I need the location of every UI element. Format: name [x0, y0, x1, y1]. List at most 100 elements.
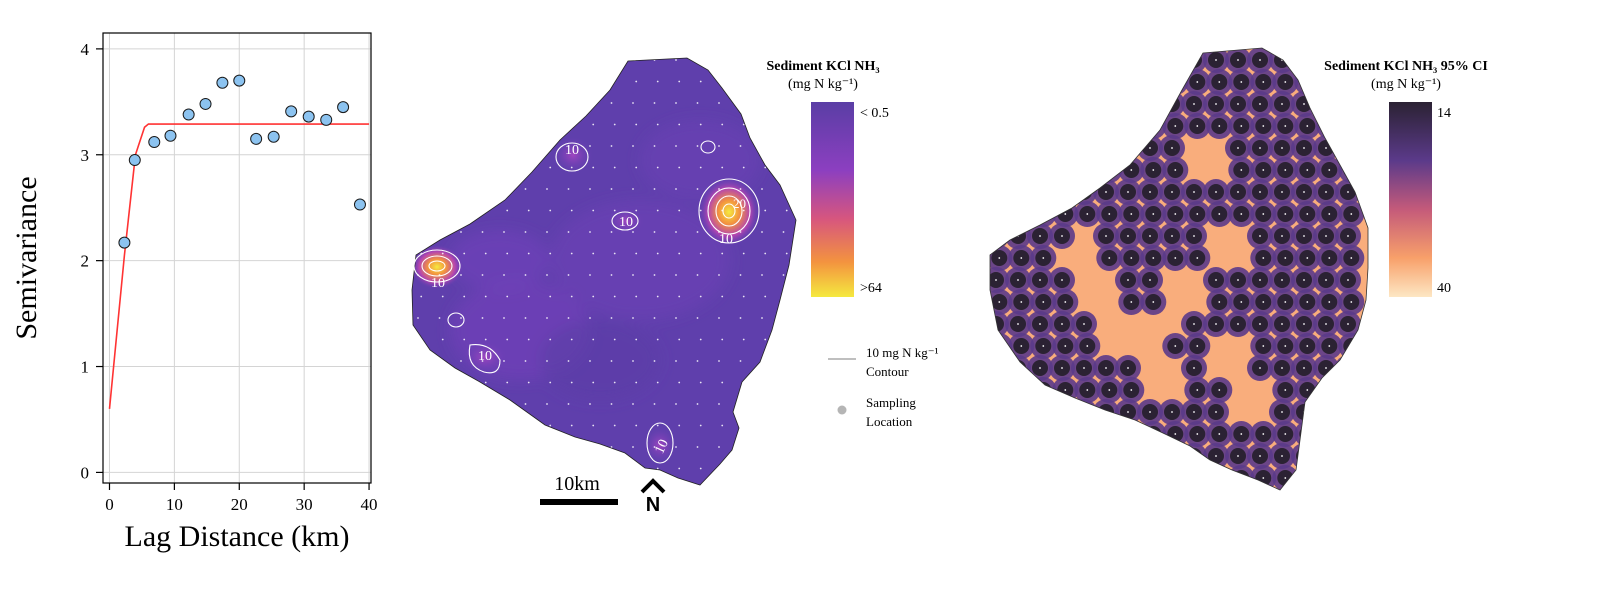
sampling-location: [1237, 103, 1239, 105]
sampling-location: [656, 295, 659, 298]
sampling-location: [739, 446, 742, 448]
sampling-location: [1127, 235, 1129, 237]
ci-low-uncertainty-core: [1321, 382, 1338, 398]
sampling-location: [1259, 103, 1261, 105]
ci-low-uncertainty-halo: [1049, 135, 1075, 161]
ci-low-uncertainty-halo: [1118, 113, 1145, 139]
sampling-location: [1127, 103, 1129, 105]
sampling-location: [1017, 59, 1019, 61]
ci-low-uncertainty-core: [1318, 404, 1334, 420]
sampling-location: [742, 252, 745, 255]
sampling-location: [613, 424, 616, 427]
variogram-fit-line: [108, 123, 370, 409]
ci-low-uncertainty-core: [1057, 426, 1074, 442]
sampling-location: [656, 166, 659, 169]
sampling-location: [1218, 477, 1221, 479]
ci-low-uncertainty-core: [1057, 118, 1074, 134]
semivariance-point: [216, 76, 229, 89]
sampling-location: [589, 274, 591, 276]
sampling-location: [721, 80, 724, 83]
sampling-location: [1152, 477, 1155, 479]
sampling-location: [1105, 367, 1107, 369]
estimate-contour-labels: 10 10 10 10 10 10 20: [431, 143, 746, 456]
sampling-location: [527, 338, 530, 341]
sampling-location: [1259, 235, 1261, 237]
sampling-location: [1284, 477, 1287, 479]
ci-low-uncertainty-halo: [1206, 465, 1233, 490]
ci-low-uncertainty-core: [1057, 162, 1074, 178]
sampling-location: [1281, 455, 1283, 457]
ci-low-uncertainty-core: [1032, 404, 1048, 420]
sampling-location: [1130, 81, 1133, 83]
ci-low-uncertainty-halo: [1049, 91, 1075, 117]
sampling-location: [460, 446, 462, 448]
sampling-location: [589, 360, 591, 362]
sampling-location: [1064, 213, 1067, 215]
sampling-location: [632, 403, 634, 405]
sampling-location: [1064, 125, 1067, 127]
ci-low-uncertainty-halo: [1162, 465, 1189, 490]
sampling-location: [1284, 213, 1287, 215]
sampling-location: [1039, 411, 1041, 413]
ci-uncertainty-blobs: [990, 48, 1365, 490]
semivariance-point: [148, 136, 161, 149]
ci-low-uncertainty-halo: [1074, 465, 1101, 490]
sampling-location: [1105, 455, 1107, 457]
ci-color-scale: [1389, 102, 1432, 297]
ci-low-uncertainty-halo: [990, 421, 1013, 447]
sampling-location: [463, 295, 466, 298]
sampling-location: [699, 424, 702, 427]
sampling-location: [1350, 433, 1353, 435]
contour-label: 10: [719, 232, 733, 247]
sampling-location: [782, 274, 785, 276]
ci-low-uncertainty-halo: [1140, 69, 1167, 95]
sampling-location: [1237, 147, 1239, 149]
sampling-location: [613, 295, 616, 298]
ci-low-uncertainty-halo: [990, 179, 1009, 205]
sampling-location: [995, 191, 997, 193]
sampling-location: [546, 188, 548, 190]
sampling-location: [675, 59, 677, 61]
ci-low-uncertainty-halo: [1115, 443, 1141, 469]
sampling-location: [656, 209, 659, 212]
sampling-location: [1171, 147, 1173, 149]
sampling-location: [613, 123, 616, 126]
ci-low-uncertainty-halo: [1074, 421, 1101, 447]
sampling-location: [635, 123, 638, 126]
ci-low-uncertainty-core: [1079, 74, 1096, 90]
sampling-location: [1017, 279, 1019, 281]
ci-low-uncertainty-halo: [990, 157, 1013, 183]
sampling-location: [1193, 103, 1195, 105]
sampling-location: [739, 188, 742, 190]
ci-low-uncertainty-core: [1098, 52, 1114, 68]
sampling-location: [1149, 411, 1151, 413]
ci-low-uncertainty-core: [1167, 470, 1184, 486]
ci-low-uncertainty-halo: [990, 91, 1009, 117]
sampling-location: [613, 338, 616, 341]
sampling-location: [995, 411, 997, 413]
sampling-location: [1108, 477, 1111, 479]
ci-low-uncertainty-halo: [1118, 421, 1145, 447]
semivariance-point: [337, 101, 350, 114]
sampling-location: [570, 424, 573, 427]
sampling-location: [1152, 81, 1155, 83]
sampling-location: [503, 446, 505, 448]
sampling-location: [1259, 367, 1261, 369]
ci-low-uncertainty-halo: [1005, 135, 1031, 161]
ci-low-uncertainty-halo: [1071, 91, 1097, 117]
sampling-location: [696, 360, 699, 362]
sampling-location: [1020, 301, 1023, 303]
ci-low-uncertainty-core: [1233, 470, 1250, 486]
estimate-legend-units: (mg N kg⁻¹): [788, 77, 858, 92]
semivariance-point: [285, 105, 298, 118]
sampling-location: [1149, 191, 1151, 193]
sampling-location: [1086, 213, 1089, 215]
ci-low-uncertainty-core: [1013, 206, 1030, 222]
sampling-location: [1281, 279, 1283, 281]
sampling-location: [696, 274, 699, 276]
sampling-location: [438, 317, 441, 319]
ci-low-uncertainty-core: [1098, 96, 1114, 112]
sampling-location: [506, 123, 509, 126]
sampling-location: [589, 102, 591, 104]
ci-low-uncertainty-core: [991, 162, 1008, 178]
